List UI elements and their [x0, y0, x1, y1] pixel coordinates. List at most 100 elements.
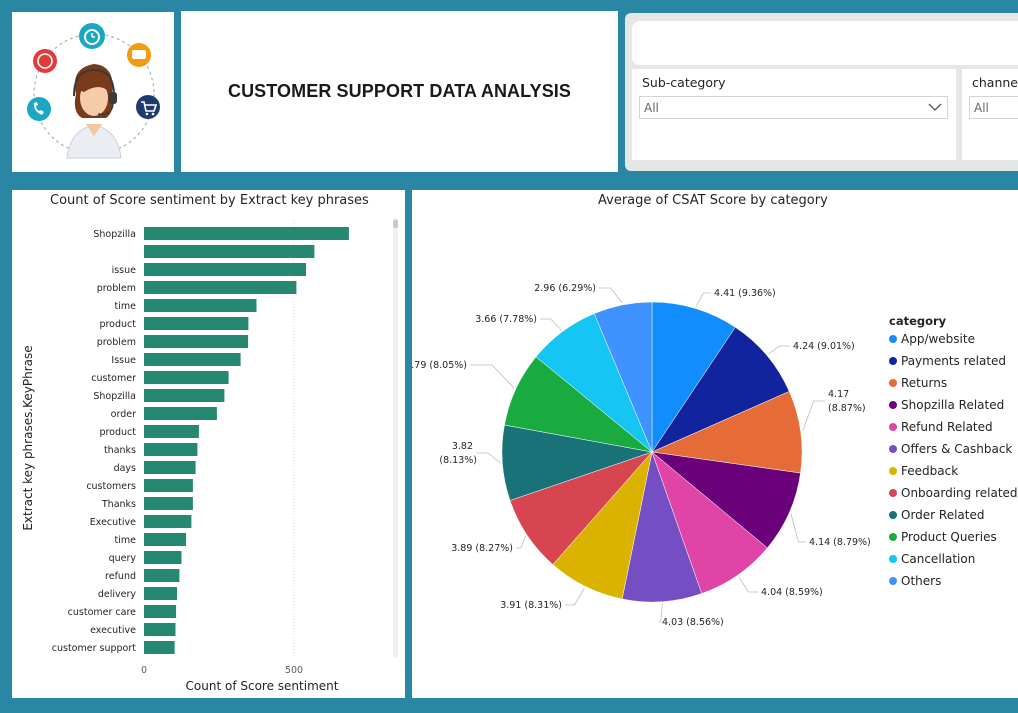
legend-label: Refund Related	[901, 420, 993, 434]
legend-item[interactable]: Cancellation	[889, 552, 975, 566]
pie-chart-title: Average of CSAT Score by category	[598, 193, 828, 208]
bar[interactable]	[144, 479, 193, 492]
bar-category-label: time	[115, 535, 137, 546]
channel-dropdown[interactable]: All	[969, 96, 1018, 119]
bar[interactable]	[144, 281, 297, 294]
bar[interactable]	[144, 551, 182, 564]
pie-data-label: (8.13%)	[439, 455, 477, 466]
bar-category-label: Executive	[90, 517, 136, 528]
pie-data-label: 3.79 (8.05%)	[412, 360, 467, 371]
bar-category-label: Shopzilla	[93, 229, 136, 240]
legend-label: Order Related	[901, 508, 985, 522]
leader-line	[516, 536, 526, 549]
bar[interactable]	[144, 245, 315, 258]
bar[interactable]	[144, 425, 199, 438]
bar-chart-panel: Count of Score sentiment by Extract key …	[12, 190, 405, 698]
bar[interactable]	[144, 461, 196, 474]
leader-line	[659, 603, 663, 623]
x-axis-label: Count of Score sentiment	[186, 679, 339, 693]
legend-item[interactable]: Others	[889, 574, 941, 588]
bar-category-label: refund	[105, 571, 136, 582]
pie-data-label: (8.87%)	[828, 403, 866, 414]
legend-swatch	[889, 379, 897, 387]
pie-data-label: 4.03 (8.56%)	[662, 617, 724, 628]
legend-item[interactable]: Feedback	[889, 464, 958, 478]
pie-chart-panel: Average of CSAT Score by category 4.41 (…	[412, 190, 1018, 698]
bar[interactable]	[144, 497, 193, 510]
legend-label: Others	[901, 574, 942, 588]
bar-category-label: Thanks	[101, 499, 136, 510]
legend-label: Onboarding related	[901, 486, 1018, 500]
bar-category-label: days	[114, 463, 136, 474]
scrollbar-track[interactable]	[393, 218, 398, 658]
bar-category-label: query	[109, 553, 137, 564]
bar[interactable]	[144, 263, 306, 276]
bar[interactable]	[144, 407, 217, 420]
legend-item[interactable]: Payments related	[889, 354, 1006, 368]
legend-label: Offers & Cashback	[901, 442, 1013, 456]
bar-category-label: customers	[86, 481, 136, 492]
legend-swatch	[889, 335, 897, 343]
bar[interactable]	[144, 623, 176, 636]
legend-label: Feedback	[901, 464, 959, 478]
legend-item[interactable]: Onboarding related	[889, 486, 1018, 500]
bar[interactable]	[144, 641, 175, 654]
pie-data-label: 4.41 (9.36%)	[714, 288, 776, 299]
support-agent-logo	[27, 23, 160, 159]
bar-category-label: problem	[97, 283, 136, 294]
bar[interactable]	[144, 371, 229, 384]
chevron-down-icon	[928, 103, 942, 111]
bar[interactable]	[144, 605, 177, 618]
legend-swatch	[889, 401, 897, 409]
legend-item[interactable]: Order Related	[889, 508, 985, 522]
legend-item[interactable]: Returns	[889, 376, 947, 390]
bar-category-label: Shopzilla	[93, 391, 136, 402]
cart-icon	[136, 95, 160, 119]
bar-category-label: problem	[97, 337, 136, 348]
pie-slice[interactable]	[651, 391, 803, 474]
subcategory-label: Sub-category	[642, 75, 726, 90]
legend-swatch	[889, 511, 897, 519]
legend-item[interactable]: Refund Related	[889, 420, 993, 434]
legend-swatch	[889, 577, 897, 585]
legend-item[interactable]: Product Queries	[889, 530, 997, 544]
bar[interactable]	[144, 515, 192, 528]
leader-line	[790, 513, 806, 543]
bar[interactable]	[144, 317, 249, 330]
pie-data-label: 4.04 (8.59%)	[761, 587, 823, 598]
bar[interactable]	[144, 299, 257, 312]
legend-item[interactable]: Offers & Cashback	[889, 442, 1012, 456]
pie-data-label: 3.89 (8.27%)	[451, 543, 513, 554]
bar-category-label: customer care	[68, 607, 136, 618]
legend-label: Returns	[901, 376, 948, 390]
pie-slice[interactable]	[651, 326, 790, 453]
bar[interactable]	[144, 569, 180, 582]
bar[interactable]	[144, 227, 349, 240]
filter-search-box[interactable]	[632, 21, 1018, 65]
leader-line	[476, 452, 501, 464]
subcategory-dropdown[interactable]: All	[639, 96, 948, 119]
clock-icon	[79, 23, 105, 49]
scrollbar-thumb[interactable]	[393, 220, 398, 228]
legend-item[interactable]: Shopzilla Related	[889, 398, 1004, 412]
bar[interactable]	[144, 443, 198, 456]
subcategory-value: All	[644, 101, 659, 115]
bar[interactable]	[144, 335, 249, 348]
bar-category-label: issue	[112, 265, 137, 276]
legend-label: Shopzilla Related	[901, 398, 1005, 412]
bar[interactable]	[144, 389, 225, 402]
bar[interactable]	[144, 353, 241, 366]
pie-data-label: 3.82	[452, 441, 473, 452]
leader-line	[565, 587, 585, 606]
legend-title: category	[889, 314, 947, 328]
page-title: CUSTOMER SUPPORT DATA ANALYSIS	[227, 81, 572, 101]
pie-slice[interactable]	[651, 451, 801, 549]
bar[interactable]	[144, 587, 177, 600]
legend-item[interactable]: App/website	[889, 332, 975, 346]
pie-slice[interactable]	[593, 301, 653, 453]
pie-slice[interactable]	[651, 301, 736, 453]
subcategory-slicer: Sub-category All	[632, 69, 956, 160]
bar-category-label: product	[99, 319, 136, 330]
legend-label: Cancellation	[901, 552, 976, 566]
bar[interactable]	[144, 533, 186, 546]
